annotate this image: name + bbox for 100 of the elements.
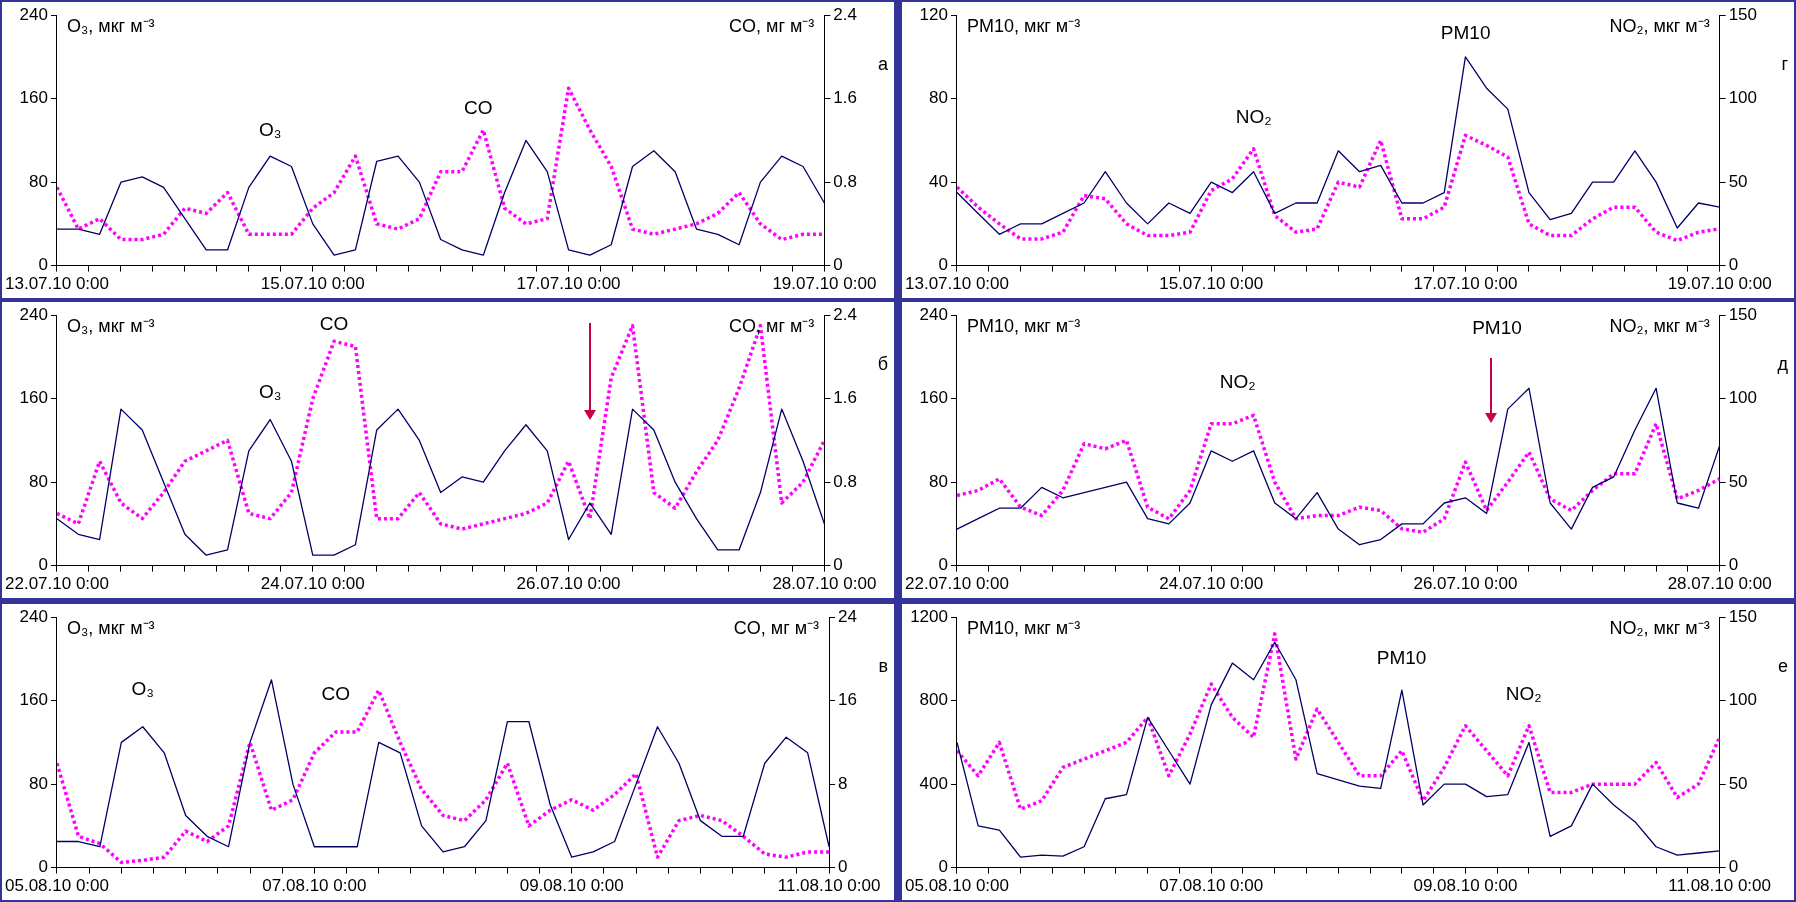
y2-tick-label: 1.6 — [833, 88, 858, 108]
y-tick-label: 0 — [938, 857, 948, 877]
series-label: NO₂ — [1219, 371, 1256, 393]
x-tick-label: 22.07.10 0:00 — [5, 574, 109, 594]
y2-tick-label: 150 — [1728, 606, 1758, 626]
y2-tick-label: 0.8 — [833, 171, 858, 191]
x-tick-label: 05.08.10 0:00 — [5, 876, 109, 896]
y2-tick-label: 150 — [1728, 304, 1758, 324]
x-tick-label: 07.08.10 0:00 — [262, 876, 367, 896]
y2-tick-label: 0 — [833, 255, 843, 275]
y2-tick-label: 100 — [1728, 690, 1758, 710]
y-axis-title: O₃, мкг м⁻³ — [66, 316, 155, 337]
y2-tick-label: 2.4 — [833, 304, 858, 324]
series-label: O₃ — [131, 678, 154, 700]
text: д — [1777, 354, 1789, 375]
series-label: CO — [464, 97, 493, 119]
y-tick-label: 0 — [38, 857, 48, 877]
y-axis-title: O₃, мкг м⁻³ — [66, 16, 155, 37]
y-tick-label: 240 — [19, 606, 48, 626]
y2-tick-label: 0 — [1728, 857, 1739, 877]
y2-tick-label: 50 — [1728, 471, 1748, 491]
series-label: PM10 — [1376, 647, 1427, 669]
series-label: NO₂ — [1235, 106, 1272, 128]
y2-tick-label: 0 — [838, 857, 848, 877]
x-tick-label: 09.08.10 0:00 — [519, 876, 624, 896]
y-axis-title: O₃, мкг м⁻³ — [66, 618, 155, 639]
y-tick-label: 160 — [19, 388, 48, 408]
series-label: O₃ — [259, 118, 282, 140]
y2-tick-label: 150 — [1728, 4, 1758, 24]
text: б — [877, 354, 888, 375]
line-series — [56, 86, 825, 242]
y-tick-label: 240 — [19, 304, 48, 324]
y2-tick-label: 50 — [1728, 171, 1748, 191]
x-tick-label: 28.07.10 0:00 — [1667, 574, 1772, 594]
text: г — [1781, 54, 1789, 75]
y2-tick-label: 1.6 — [833, 388, 858, 408]
y-tick-label: 240 — [919, 304, 948, 324]
y-axis-title: PM10, мкг м⁻³ — [966, 16, 1081, 37]
y2-tick-label: 0 — [1728, 555, 1739, 575]
y2-tick-label: 24 — [838, 606, 858, 626]
x-tick-label: 28.07.10 0:00 — [772, 574, 877, 594]
y2-tick-label: 0 — [1728, 255, 1739, 275]
y-axis-title: PM10, мкг м⁻³ — [966, 618, 1081, 639]
series-label: O₃ — [259, 381, 282, 403]
y2-tick-label: 16 — [838, 690, 858, 710]
y-tick-label: 0 — [38, 555, 48, 575]
y-tick-label: 40 — [929, 171, 948, 191]
y2-tick-label: 100 — [1728, 388, 1758, 408]
x-tick-label: 11.08.10 0:00 — [1668, 876, 1771, 896]
y-tick-label: 80 — [29, 471, 48, 491]
y-tick-label: 80 — [29, 773, 48, 793]
text: е — [1777, 656, 1788, 677]
x-tick-label: 07.08.10 0:00 — [1159, 876, 1264, 896]
y-tick-label: 80 — [929, 471, 948, 491]
series-label: NO₂ — [1505, 683, 1542, 705]
y2-tick-label: 2.4 — [833, 4, 858, 24]
x-tick-label: 17.07.10 0:00 — [516, 274, 621, 294]
y-tick-label: 0 — [938, 555, 948, 575]
y2-tick-label: 0.8 — [833, 471, 858, 491]
y-tick-label: 160 — [19, 690, 48, 710]
y2-tick-label: 0 — [833, 555, 843, 575]
x-tick-label: 22.07.10 0:00 — [905, 574, 1009, 594]
text: а — [877, 54, 889, 75]
y-tick-label: 1200 — [910, 606, 948, 626]
x-tick-label: 09.08.10 0:00 — [1413, 876, 1518, 896]
y-tick-label: 240 — [19, 4, 48, 24]
y2-axis-title: NO₂, мкг м⁻³ — [1609, 16, 1710, 37]
y2-axis-title: CO, мг м⁻³ — [729, 316, 815, 337]
text: PM10 — [1472, 316, 1522, 338]
y-tick-label: 0 — [38, 255, 48, 275]
y2-axis-title: CO, мг м⁻³ — [729, 16, 815, 37]
y-tick-label: 800 — [919, 690, 948, 710]
y2-axis-title: NO₂, мкг м⁻³ — [1609, 316, 1710, 337]
x-tick-label: 15.07.10 0:00 — [260, 274, 365, 294]
x-tick-label: 26.07.10 0:00 — [1413, 574, 1518, 594]
series-label: PM10 — [1440, 22, 1491, 44]
x-tick-label: 13.07.10 0:00 — [5, 274, 109, 294]
x-tick-label: 05.08.10 0:00 — [905, 876, 1009, 896]
line-series — [956, 413, 1720, 534]
y2-tick-label: 50 — [1728, 773, 1748, 793]
y2-tick-label: 100 — [1728, 88, 1758, 108]
y2-axis-title: CO, мг м⁻³ — [733, 618, 820, 639]
y-tick-label: 160 — [19, 88, 48, 108]
line-series — [956, 133, 1720, 243]
x-tick-label: 11.08.10 0:00 — [777, 876, 881, 896]
x-tick-label: 19.07.10 0:00 — [772, 274, 877, 294]
y-tick-label: 80 — [929, 88, 948, 108]
series-label: CO — [321, 683, 350, 705]
y-axis-title: PM10, мкг м⁻³ — [966, 316, 1081, 337]
x-tick-label: 19.07.10 0:00 — [1667, 274, 1772, 294]
x-tick-label: 17.07.10 0:00 — [1413, 274, 1518, 294]
y-tick-label: 80 — [29, 171, 48, 191]
x-tick-label: 26.07.10 0:00 — [516, 574, 621, 594]
series-label: CO — [319, 313, 349, 335]
y-tick-label: 0 — [938, 255, 948, 275]
y-tick-label: 120 — [919, 4, 948, 24]
x-tick-label: 24.07.10 0:00 — [260, 574, 365, 594]
y-tick-label: 160 — [919, 388, 948, 408]
text: в — [878, 656, 888, 677]
x-tick-label: 13.07.10 0:00 — [905, 274, 1009, 294]
